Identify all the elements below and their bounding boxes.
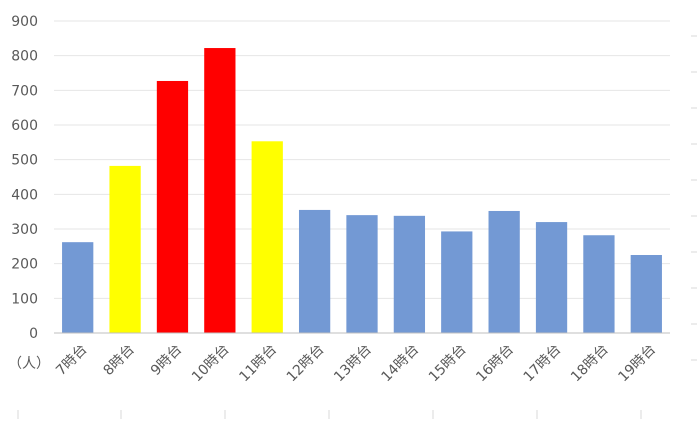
y-tick-label: 900 (11, 14, 38, 30)
x-tick-labels: 7時台 8時台 9時台 10時台 11時台 12時台 13時台 14時台 15時台 16時台 17時… (53, 342, 659, 386)
x-tick-label: 10時台 (189, 342, 233, 386)
y-tick-label: 500 (11, 153, 38, 169)
x-tick-label: 7時台 (53, 342, 90, 379)
bar-14時台 (393, 215, 426, 333)
bar-11時台 (251, 141, 283, 333)
x-tick-label: 17時台 (521, 342, 565, 386)
bar-10時台 (204, 48, 236, 333)
bar-8時台 (109, 165, 141, 333)
y-tick-label: 400 (11, 187, 38, 203)
y-tick-labels: 0 100 200 300 400 500 600 700 800 900 (11, 14, 38, 342)
gridlines (54, 20, 670, 299)
x-tick-label: 19時台 (615, 342, 659, 386)
y-axis-unit-label: （人） (8, 356, 50, 372)
chart-frame-ticks (17, 35, 697, 419)
x-tick-label: 9時台 (148, 342, 185, 379)
y-tick-label: 700 (11, 83, 38, 99)
x-tick-label: 18時台 (568, 342, 612, 386)
bar-15時台 (441, 231, 473, 333)
x-tick-label: 15時台 (426, 342, 470, 386)
bar-12時台 (298, 209, 331, 333)
bar-16時台 (488, 210, 520, 333)
bar-13時台 (346, 215, 378, 333)
bars (62, 48, 662, 334)
x-tick-label: 12時台 (284, 342, 328, 386)
y-tick-label: 300 (11, 222, 38, 238)
x-tick-label: 8時台 (100, 342, 137, 379)
bar-17時台 (535, 222, 568, 333)
bar-18時台 (583, 235, 615, 333)
x-tick-label: 11時台 (236, 342, 280, 386)
x-tick-label: 13時台 (331, 342, 375, 386)
x-tick-label: 14時台 (378, 342, 422, 386)
y-tick-label: 200 (11, 257, 38, 273)
bar-19時台 (630, 255, 662, 333)
bar-7時台 (62, 242, 94, 333)
x-tick-label: 16時台 (473, 342, 517, 386)
y-tick-label: 800 (11, 49, 38, 65)
bar-9時台 (156, 80, 189, 334)
y-tick-label: 100 (11, 291, 38, 307)
y-tick-label: 0 (29, 326, 38, 342)
y-tick-label: 600 (11, 118, 38, 134)
